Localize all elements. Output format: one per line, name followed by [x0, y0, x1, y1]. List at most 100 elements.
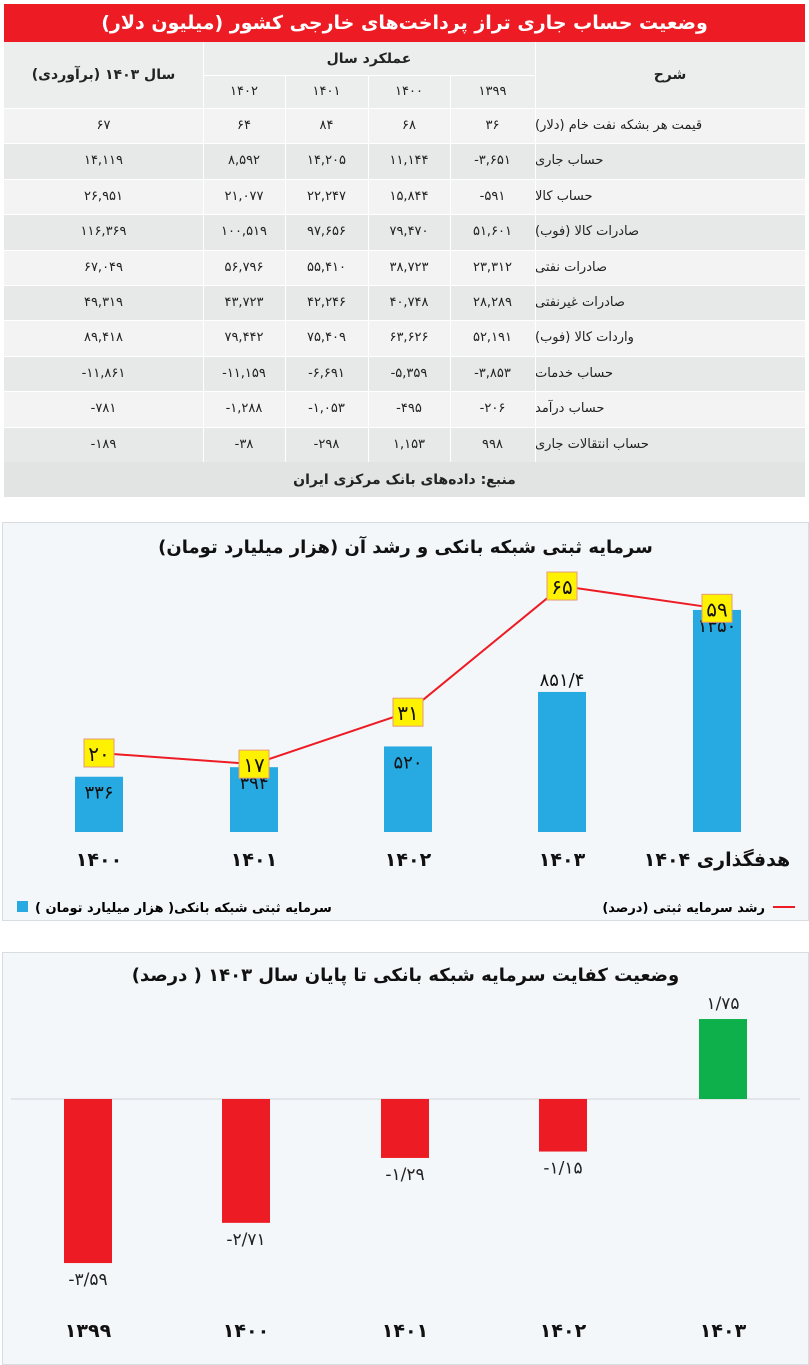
table-cell: ۴۹,۳۱۹	[83, 295, 124, 310]
bar	[384, 746, 432, 832]
header-group: عملکرد سال	[326, 50, 412, 67]
column-divider	[203, 42, 204, 462]
x-tick-label: ۱۴۰۱	[382, 1320, 428, 1342]
row-label: صادرات نفتی	[535, 259, 608, 275]
row-label: حساب کالا	[535, 188, 593, 204]
table-cell: ۸۹,۴۱۸	[83, 330, 124, 346]
bar	[64, 1099, 112, 1264]
table-cell: ۷۹,۴۷۰	[389, 224, 429, 240]
row-label: صادرات غیرنفتی	[535, 295, 625, 310]
growth-marker	[701, 593, 733, 623]
table-cell: ۷۹,۴۴۲	[224, 330, 264, 346]
table-cell: ۲۸,۲۸۹	[472, 295, 513, 310]
table-cell: ۳۸,۷۲۳	[389, 259, 429, 275]
growth-line	[98, 584, 718, 766]
growth-label: ۶۵	[551, 575, 572, 599]
x-tick-label: ۱۴۰۲	[385, 849, 432, 871]
table-cell: -۴۹۵	[396, 401, 422, 417]
table-row	[4, 249, 805, 286]
table-cell: ۴۲,۲۴۶	[306, 295, 347, 310]
table-cell: ۲۶,۹۵۱	[83, 188, 124, 204]
x-tick-label: ۱۴۰۲	[540, 1320, 587, 1342]
table-cell: ۱۱۶,۳۶۹	[80, 224, 127, 240]
row-label: حساب جاری	[535, 153, 604, 169]
table-cell: ۴۳,۷۲۳	[224, 295, 264, 310]
table-cell: -۳,۶۵۱	[474, 153, 511, 169]
table-cell: -۳,۸۵۳	[474, 365, 511, 381]
table-row	[4, 108, 805, 144]
x-tick-label: ۱۳۹۹	[65, 1320, 112, 1342]
row-label: حساب درآمد	[535, 401, 605, 417]
capital-chart-title: سرمایه ثبتی شبکه بانکی و رشد آن (هزار می…	[158, 537, 653, 558]
header-year: ۱۴۰۰	[395, 84, 423, 99]
header-year: ۱۴۰۱	[312, 84, 341, 99]
table-cell: -۱۱,۱۵۹	[222, 365, 266, 381]
table-cell: -۲۹۸	[313, 436, 340, 452]
bar-value-label: -۲/۷۱	[226, 1230, 265, 1250]
growth-label: ۲۰	[88, 742, 109, 766]
table-cell: ۹۷,۶۵۶	[306, 224, 347, 240]
x-tick-label: ۱۴۰۰	[223, 1320, 269, 1342]
table-cell: -۶,۶۹۱	[308, 365, 345, 381]
table-row	[4, 285, 805, 321]
table-row	[4, 355, 805, 392]
table-cell: ۱۴,۱۱۹	[83, 153, 124, 169]
table-source: منبع: داده‌های بانک مرکزی ایران	[293, 471, 516, 488]
x-tick-label: ۱۴۰۳	[539, 849, 586, 871]
column-divider	[450, 75, 451, 462]
table-cell: ۵۵,۴۱۰	[306, 259, 347, 275]
source-row	[4, 462, 805, 497]
adequacy-chart: -۳/۵۹ ۱۳۹۹ -۲/۷۱ ۱۴۰۰ -۱/۲۹ ۱۴۰۱ -۱/۱۵ ۱۴۰۲ ۱/۷۵…	[11, 994, 800, 1342]
table-cell: -۱,۲۸۸	[225, 401, 263, 417]
growth-label: ۱۷	[243, 753, 265, 777]
table-row	[4, 320, 805, 357]
growth-marker	[238, 749, 270, 779]
growth-label: ۵۹	[706, 597, 727, 621]
table-cell: -۲۰۶	[479, 401, 506, 417]
row-label: صادرات کالا (فوب)	[535, 224, 640, 240]
table-row	[4, 143, 805, 180]
bar	[538, 691, 586, 832]
table-cell: ۱,۱۵۳	[392, 436, 426, 452]
adequacy-chart-title: وضعیت کفایت سرمایه شبکه بانکی تا پایان س…	[131, 965, 680, 986]
header-year: ۱۴۰۲	[230, 84, 258, 99]
row-label: قیمت هر بشکه نفت خام (دلار)	[535, 118, 703, 133]
table-cell: ۶۷,۰۴۹	[83, 259, 124, 275]
table-cell: ۱۵,۸۴۴	[389, 188, 429, 204]
table-cell: ۱۰۰,۵۱۹	[220, 224, 268, 240]
table-title: وضعیت حساب جاری تراز پرداخت‌های خارجی کش…	[4, 4, 805, 42]
table-cell: ۲۱,۰۷۷	[224, 188, 264, 204]
divider	[203, 75, 535, 76]
table-cell: ۶۷	[96, 118, 111, 133]
table-cell: ۱۱,۱۴۴	[389, 153, 429, 169]
bar	[539, 1099, 587, 1152]
table-cell: ۵۶,۷۹۶	[224, 259, 264, 275]
bar-value-label: -۳/۵۹	[68, 1270, 107, 1290]
balance-table: وضعیت حساب جاری تراز پرداخت‌های خارجی کش…	[0, 0, 809, 497]
table-cell: ۶۳,۶۲۶	[389, 330, 429, 346]
table-cell: ۶۸	[402, 118, 416, 133]
row-label: واردات کالا (فوب)	[535, 330, 634, 346]
x-tick-label: ۱۴۰۰	[76, 849, 122, 871]
bar-value-label: ۳۳۶	[84, 783, 113, 804]
table-cell: ۱۴,۲۰۵	[306, 153, 347, 169]
table-cell: ۲۲,۲۴۷	[306, 188, 347, 204]
legend-bar-swatch	[17, 901, 28, 912]
table-cell: -۷۸۱	[90, 401, 117, 417]
table-cell: ۴۰,۷۴۸	[389, 295, 429, 310]
table-row	[4, 391, 805, 428]
table-cell: ۸۴	[319, 118, 334, 133]
header-estimate: سال ۱۴۰۳ (برآوردی)	[31, 67, 176, 83]
table-cell: ۲۳,۳۱۲	[472, 259, 513, 275]
table-cell: -۳۸	[234, 436, 254, 452]
table-row	[4, 426, 805, 463]
bar	[693, 609, 741, 832]
legend-bar-label: سرمایه ثبتی شبکه بانکی( هزار میلیارد توم…	[35, 901, 332, 916]
adequacy-chart-panel: وضعیت کفایت سرمایه شبکه بانکی تا پایان س…	[2, 952, 809, 1365]
growth-label: ۳۱	[397, 701, 418, 725]
bar	[699, 1019, 747, 1099]
bar	[75, 776, 123, 832]
column-divider	[535, 42, 536, 462]
bar	[222, 1099, 270, 1223]
bar-value-label: ۸۵۱/۴	[540, 670, 585, 691]
